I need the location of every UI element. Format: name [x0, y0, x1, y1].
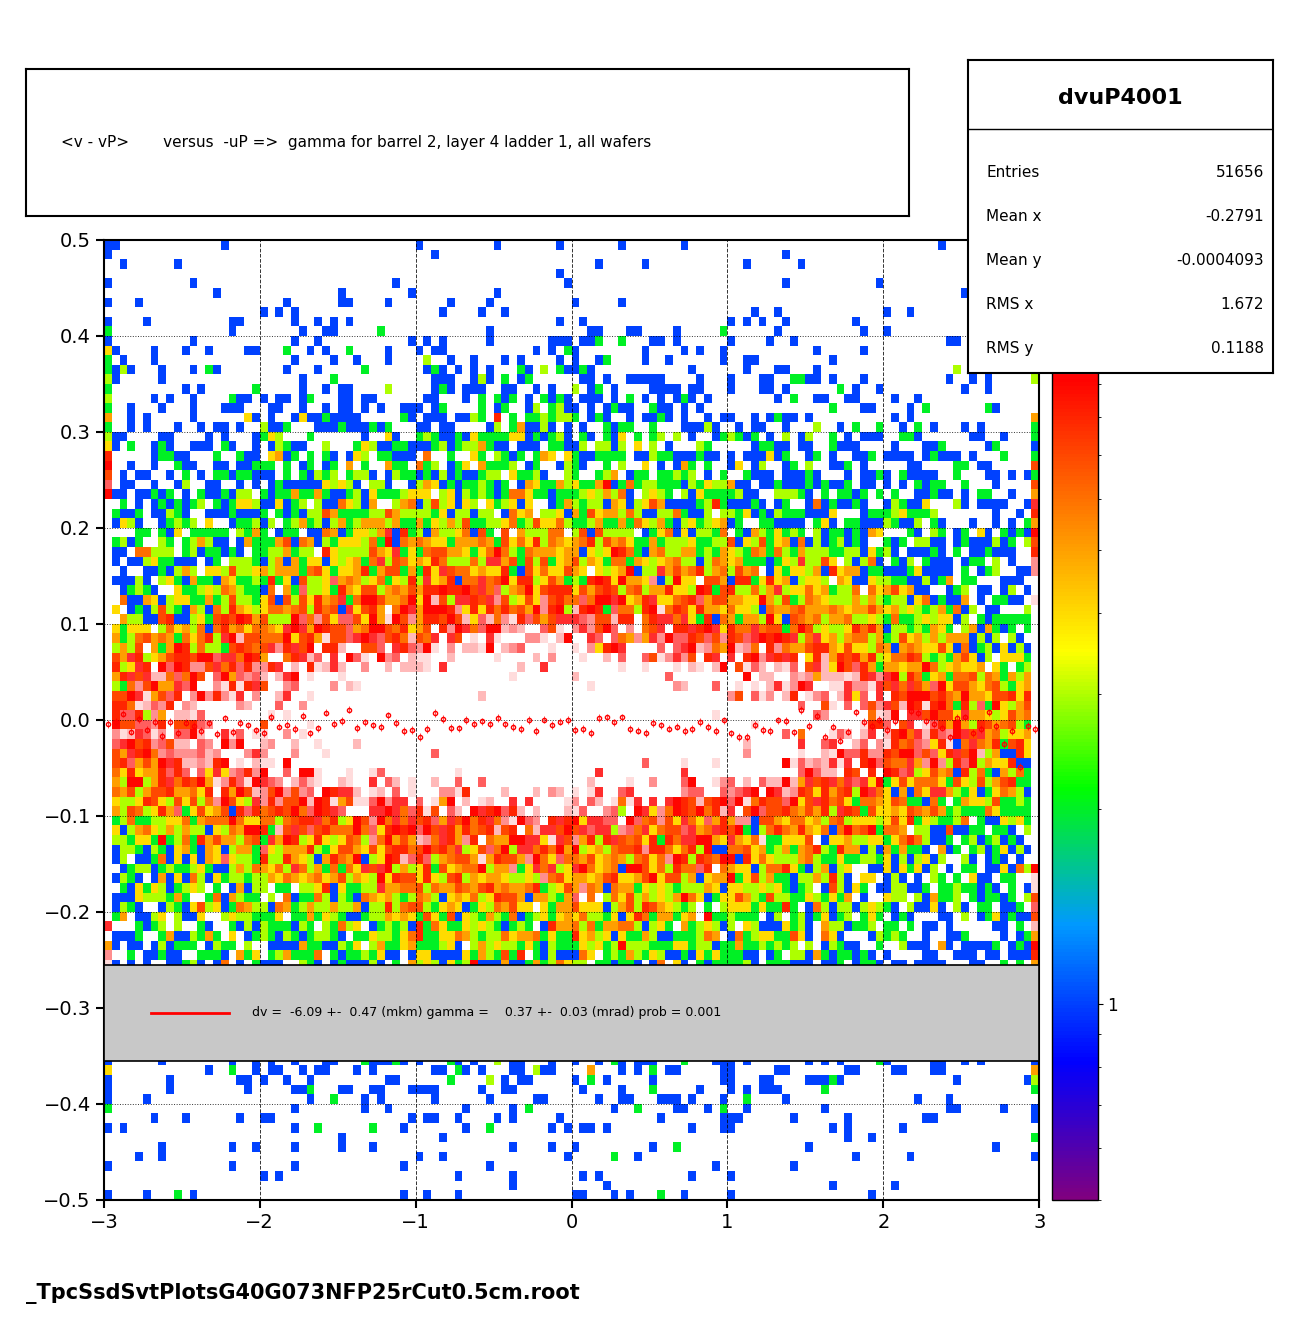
Text: RMS y: RMS y	[986, 341, 1034, 356]
Text: dvuP4001: dvuP4001	[1059, 88, 1182, 108]
Text: Mean x: Mean x	[986, 209, 1042, 224]
Text: 1.672: 1.672	[1220, 297, 1264, 312]
Text: _TpcSsdSvtPlotsG40G073NFP25rCut0.5cm.root: _TpcSsdSvtPlotsG40G073NFP25rCut0.5cm.roo…	[26, 1282, 579, 1304]
Text: RMS x: RMS x	[986, 297, 1034, 312]
Text: Mean y: Mean y	[986, 253, 1042, 268]
Text: <v - vP>       versus  -uP =>  gamma for barrel 2, layer 4 ladder 1, all wafers: <v - vP> versus -uP => gamma for barrel …	[61, 135, 652, 151]
Bar	[104, 965, 1039, 1061]
Text: -0.2791: -0.2791	[1205, 209, 1264, 224]
Text: 0.1188: 0.1188	[1211, 341, 1264, 356]
Text: dv =  -6.09 +-  0.47 (mkm) gamma =    0.37 +-  0.03 (mrad) prob = 0.001: dv = -6.09 +- 0.47 (mkm) gamma = 0.37 +-…	[252, 1006, 721, 1018]
Text: 51656: 51656	[1216, 165, 1264, 180]
Text: Entries: Entries	[986, 165, 1039, 180]
Text: -0.0004093: -0.0004093	[1176, 253, 1264, 268]
